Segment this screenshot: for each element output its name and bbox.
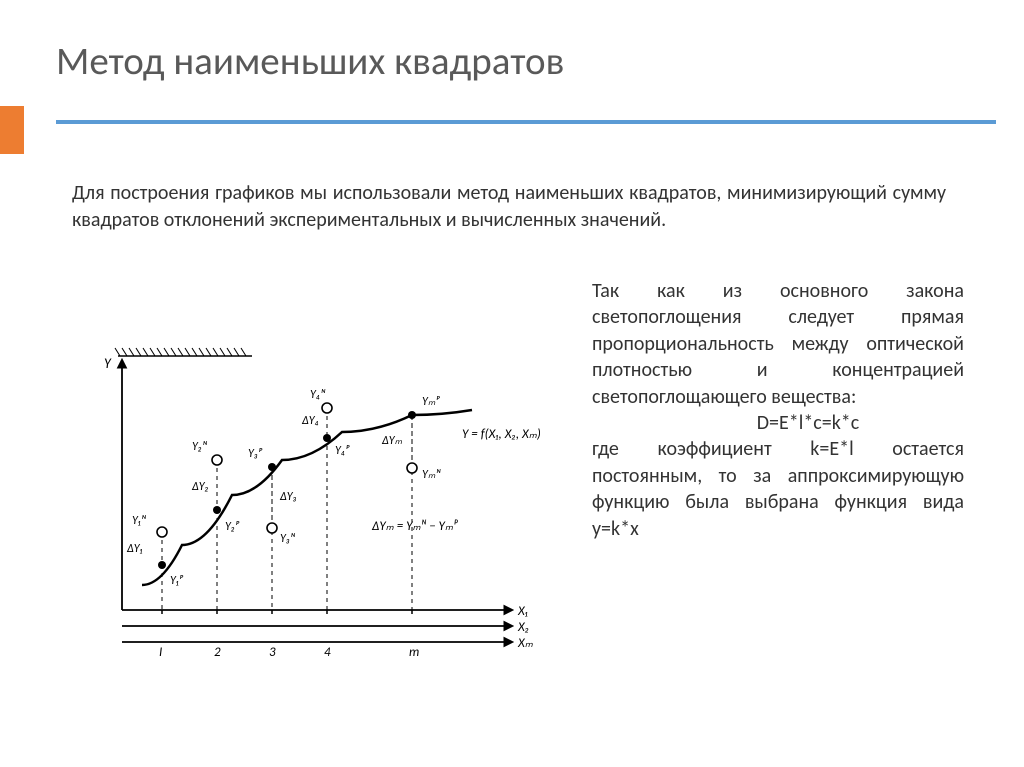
svg-text:Y₁ᴺ: Y₁ᴺ — [132, 514, 147, 528]
header-region: Метод наименьших квадратов — [0, 0, 1024, 160]
svg-text:2: 2 — [214, 645, 221, 660]
least-squares-diagram: Y X₁X₂Xₘ I 2 3 4 m Y = f(X₁, X₂, Xₘ) Y₁ᴾ Y₂ᴾ Y₃ᴾ Y₄… — [52, 320, 562, 680]
svg-text:Yₘᴺ: Yₘᴺ — [422, 468, 441, 482]
svg-text:ΔY₂: ΔY₂ — [191, 480, 209, 494]
right-paragraph-2: где коэффициент k=E*l остается постоянны… — [592, 436, 964, 542]
svg-text:Y₃ᴾ: Y₃ᴾ — [248, 447, 263, 461]
svg-text:Y = f(X₁, X₂, Xₘ): Y = f(X₁, X₂, Xₘ) — [462, 427, 541, 442]
svg-text:Y₁ᴾ: Y₁ᴾ — [170, 574, 184, 588]
svg-text:ΔYₘ: ΔYₘ — [381, 434, 403, 448]
svg-text:Yₘᴾ: Yₘᴾ — [422, 395, 440, 409]
svg-text:m: m — [409, 645, 419, 660]
svg-text:Y: Y — [104, 355, 112, 372]
svg-text:4: 4 — [324, 645, 331, 660]
svg-text:ΔYₘ = Yₘᴺ − Yₘᴾ: ΔYₘ = Yₘᴺ − Yₘᴾ — [371, 519, 458, 534]
intro-paragraph: Для построения графиков мы использовали … — [72, 180, 946, 234]
svg-text:ΔY₄: ΔY₄ — [301, 414, 319, 428]
right-paragraph-1: Так как из основного закона светопоглоще… — [592, 278, 964, 410]
svg-text:X₁: X₁ — [517, 604, 528, 619]
title-underline — [56, 120, 996, 124]
svg-text:ΔY₃: ΔY₃ — [279, 490, 297, 504]
page-title: Метод наименьших квадратов — [56, 38, 564, 85]
svg-text:Y₃ᴺ: Y₃ᴺ — [280, 532, 296, 546]
svg-text:Y₂ᴺ: Y₂ᴺ — [192, 440, 208, 454]
svg-text:X₂: X₂ — [517, 620, 529, 635]
svg-text:Y₄ᴺ: Y₄ᴺ — [310, 388, 326, 402]
svg-text:Y₂ᴾ: Y₂ᴾ — [225, 520, 240, 534]
accent-block — [0, 106, 24, 154]
svg-text:3: 3 — [269, 645, 276, 660]
right-column: Так как из основного закона светопоглоще… — [592, 278, 964, 542]
formula-line: D=E*l*с=k*с — [592, 410, 964, 436]
svg-text:Y₄ᴾ: Y₄ᴾ — [335, 444, 350, 458]
svg-text:ΔY₁: ΔY₁ — [126, 542, 143, 556]
svg-text:I: I — [159, 645, 162, 660]
svg-text:Xₘ: Xₘ — [517, 636, 534, 651]
